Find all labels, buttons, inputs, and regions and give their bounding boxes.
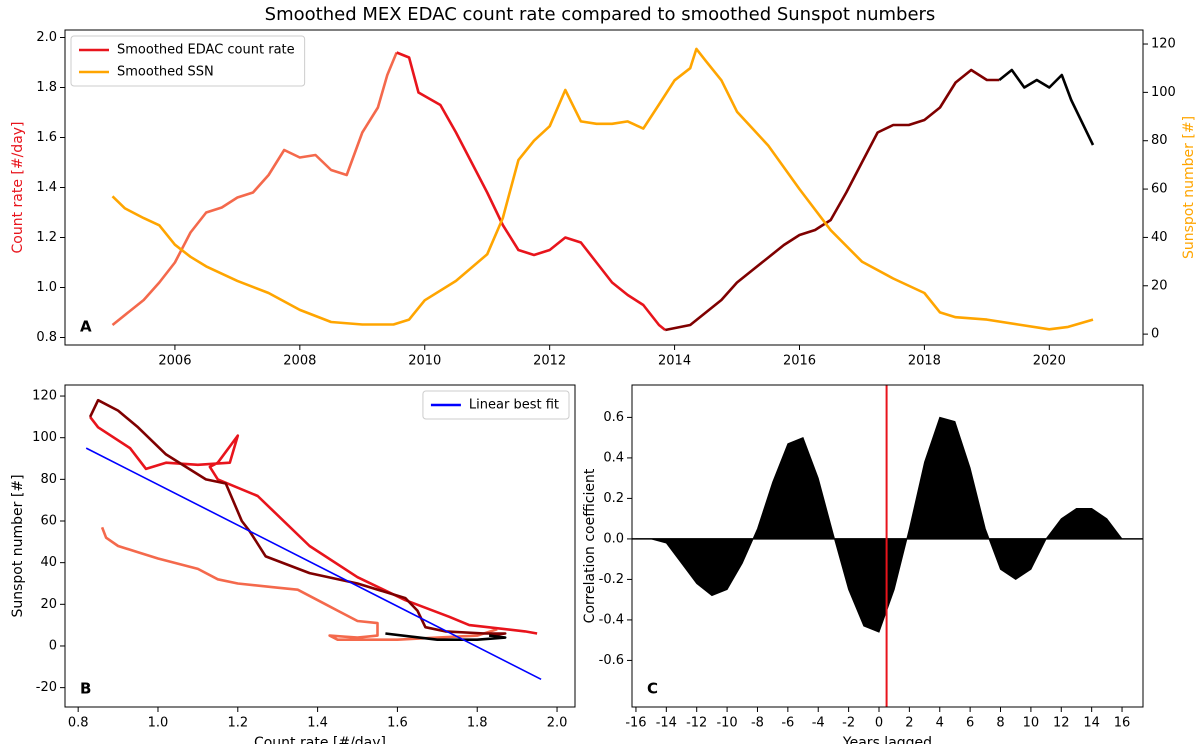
y-tick-label: 0.2 [603, 491, 624, 506]
series-line [88, 398, 507, 637]
legend-box [70, 35, 306, 87]
y-axis-label: Sunspot number [#] [10, 474, 26, 617]
y-tick-label: -0.6 [599, 653, 624, 668]
y-tick-label: 2.0 [36, 30, 57, 45]
y-tick-label: 100 [32, 430, 57, 445]
x-tick-label: -12 [686, 716, 707, 731]
legend: Linear best fit [422, 390, 570, 420]
axes-frame [64, 29, 1144, 346]
axes-frame [64, 384, 576, 708]
x-tick-label: 2.0 [547, 716, 568, 731]
y-tick-label: 0.8 [36, 330, 57, 345]
x-tick-label: 2018 [908, 354, 941, 369]
x-tick-label: 12 [1053, 716, 1070, 731]
legend-label: Smoothed SSN [117, 65, 214, 80]
y-tick-label: 120 [32, 389, 57, 404]
x-tick-label: -10 [716, 716, 737, 731]
x-tick-label: 1.2 [227, 716, 248, 731]
panel-label: B [80, 680, 91, 698]
legend-label: Linear best fit [469, 398, 559, 413]
x-tick-label: 2012 [533, 354, 566, 369]
y-axis-label: Correlation coefficient [582, 468, 598, 623]
x-tick-label: 2016 [783, 354, 816, 369]
x-tick-label: -4 [812, 716, 825, 731]
series-line [85, 447, 542, 681]
x-tick-label: 6 [966, 716, 974, 731]
y-tick-label: 1.2 [36, 230, 57, 245]
x-tick-label: -6 [781, 716, 794, 731]
x-tick-label: 8 [996, 716, 1004, 731]
x-tick-label: 2 [905, 716, 913, 731]
y-tick-label: 20 [40, 597, 57, 612]
y2-tick-label: 40 [1151, 230, 1168, 245]
plot-area [111, 47, 1095, 332]
x-tick-label: 0.8 [68, 716, 89, 731]
y-tick-label: 80 [40, 472, 57, 487]
y-tick-label: 1.6 [36, 130, 57, 145]
y-tick-label: 0.6 [603, 410, 624, 425]
plot-area [632, 385, 1143, 707]
x-tick-label: 2010 [408, 354, 441, 369]
x-tick-label: -16 [625, 716, 646, 731]
x-tick-label: 16 [1114, 716, 1131, 731]
legend-box [422, 390, 570, 420]
x-tick-label: 1.4 [307, 716, 328, 731]
legend: Smoothed EDAC count rate Smoothed SSN [70, 35, 306, 87]
series-line [111, 52, 398, 327]
x-tick-label: -14 [656, 716, 677, 731]
y-tick-label: 0.0 [603, 531, 624, 546]
x-tick-label: 2006 [158, 354, 191, 369]
x-tick-label: 14 [1083, 716, 1100, 731]
y-axis-label: Count rate [#/day] [10, 121, 26, 253]
x-axis-label: Count rate [#/day] [254, 735, 386, 744]
chart-title: Smoothed MEX EDAC count rate compared to… [265, 4, 936, 25]
series-line [111, 47, 1094, 331]
axes-frame [631, 384, 1144, 708]
y-tick-label: 0 [49, 638, 57, 653]
x-tick-label: 2014 [658, 354, 691, 369]
panel-label: A [80, 318, 92, 336]
x-tick-label: 0 [875, 716, 883, 731]
series-line [396, 51, 667, 332]
x-tick-label: 1.0 [148, 716, 169, 731]
x-tick-label: 2020 [1033, 354, 1066, 369]
y-tick-label: 1.0 [36, 280, 57, 295]
y2-axis-label: Sunspot number [#] [1181, 116, 1197, 259]
y-tick-label: -0.4 [599, 612, 624, 627]
y2-tick-label: 120 [1151, 37, 1176, 52]
y2-tick-label: 100 [1151, 85, 1176, 100]
y-tick-label: -0.2 [599, 572, 624, 587]
x-tick-label: 10 [1023, 716, 1040, 731]
series-line [385, 632, 507, 641]
series-line [998, 68, 1095, 146]
y2-tick-label: 0 [1151, 327, 1159, 342]
series-line [100, 526, 498, 641]
y2-tick-label: 20 [1151, 278, 1168, 293]
x-tick-label: 1.8 [467, 716, 488, 731]
x-tick-label: 2008 [283, 354, 316, 369]
y-tick-label: 60 [40, 514, 57, 529]
series-line [664, 68, 1000, 332]
y-tick-label: -20 [36, 680, 57, 695]
y-tick-label: 0.4 [603, 450, 624, 465]
x-tick-label: -8 [751, 716, 764, 731]
legend-label: Smoothed EDAC count rate [117, 43, 295, 58]
x-tick-label: 4 [936, 716, 944, 731]
x-tick-label: 1.6 [387, 716, 408, 731]
series-line [89, 416, 538, 635]
x-tick-label: -2 [842, 716, 855, 731]
y2-tick-label: 60 [1151, 182, 1168, 197]
plot-area [85, 398, 542, 681]
area [635, 416, 1123, 633]
y-tick-label: 1.8 [36, 80, 57, 95]
y-tick-label: 1.4 [36, 180, 57, 195]
x-axis-label: Years lagged [842, 735, 932, 744]
y-tick-label: 40 [40, 555, 57, 570]
y2-tick-label: 80 [1151, 133, 1168, 148]
panel-label: C [647, 680, 658, 698]
